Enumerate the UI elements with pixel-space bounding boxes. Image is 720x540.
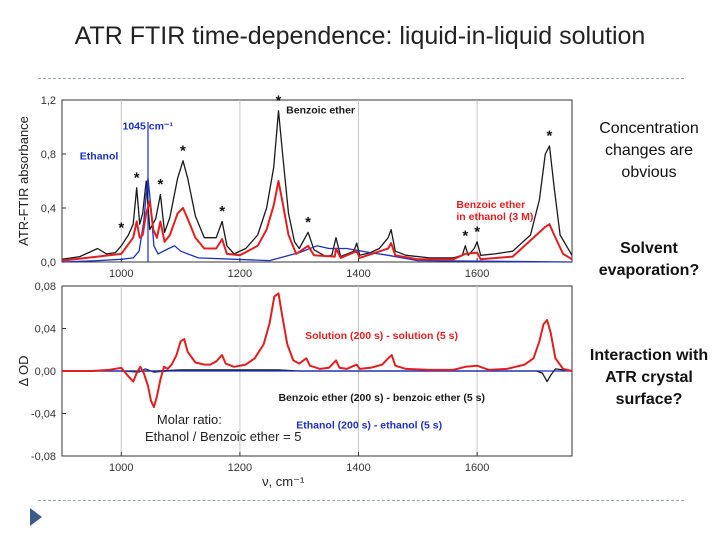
x-tick-label: 1400: [346, 462, 370, 474]
footer-divider: [38, 500, 684, 501]
y-tick-label: 1,2: [41, 95, 56, 107]
x-axis-label: ν, cm⁻¹: [262, 474, 305, 489]
peak-asterisk: *: [474, 223, 480, 240]
peak-asterisk: *: [276, 92, 282, 109]
y-tick-label: -0,08: [31, 451, 56, 463]
x-tick-label: 1200: [228, 268, 252, 280]
peak-asterisk: *: [118, 219, 124, 236]
annotation-label: Benzoic ether: [456, 199, 525, 211]
y-tick-label: -0,04: [31, 409, 56, 421]
series-line-benzoic-ether-in-ethanol-3-m-: [61, 180, 573, 262]
y-axis-label-top: ATR-FTIR absorbance: [16, 116, 31, 246]
y-tick-label: 0,0: [41, 257, 56, 269]
x-tick-label: 1000: [109, 268, 133, 280]
peak-asterisk: *: [305, 214, 311, 231]
series-line-ethanol: [61, 177, 573, 263]
y-tick-label: 0,4: [41, 203, 56, 215]
note-concentration: Concentration changes are obvious: [599, 120, 699, 181]
series-line-solution-200-s-solution-5-s-: [62, 292, 573, 409]
annotation-label: in ethanol (3 M): [456, 211, 533, 223]
y-axis-label-bottom: Δ OD: [16, 355, 31, 386]
x-tick-label: 1600: [465, 268, 489, 280]
peak-asterisk: *: [158, 176, 164, 193]
annotation-label: Molar ratio:: [157, 412, 222, 427]
annotation-label: Benzoic ether: [286, 105, 355, 117]
title-divider: [38, 78, 684, 79]
x-tick-label: 1600: [465, 462, 489, 474]
annotation-label: Ethanol (200 s) - ethanol (5 s): [296, 419, 442, 431]
annotation-label: Ethanol: [80, 150, 119, 162]
peak-asterisk: *: [180, 142, 186, 159]
y-tick-label: 0,08: [35, 281, 56, 293]
annotation-label: Benzoic ether (200 s) - benzoic ether (5…: [278, 392, 485, 404]
peak-asterisk: *: [462, 227, 468, 244]
note-crystal-interaction: Interaction with ATR crystal surface?: [589, 347, 709, 408]
y-tick-label: 0,04: [35, 324, 56, 336]
peak-asterisk: *: [219, 203, 225, 220]
peak-asterisk: *: [547, 128, 553, 145]
y-tick-label: 0,8: [41, 149, 56, 161]
peak-asterisk: *: [134, 169, 140, 186]
series-line-benzoic-ether: [61, 110, 573, 260]
annotation-label: 1045 cm⁻¹: [122, 121, 173, 133]
x-tick-label: 1200: [228, 462, 252, 474]
bullet-arrow-icon: [30, 508, 42, 526]
annotation-label: Solution (200 s) - solution (5 s): [305, 330, 458, 342]
x-tick-label: 1000: [109, 462, 133, 474]
y-tick-label: 0,00: [35, 366, 56, 378]
note-evaporation: Solvent evaporation?: [598, 240, 700, 279]
plot-frame-top: [61, 99, 573, 263]
x-tick-label: 1400: [346, 268, 370, 280]
annotation-label: Ethanol / Benzoic ether = 5: [145, 429, 301, 444]
slide-title: ATR FTIR time-dependence: liquid-in-liqu…: [74, 22, 646, 50]
